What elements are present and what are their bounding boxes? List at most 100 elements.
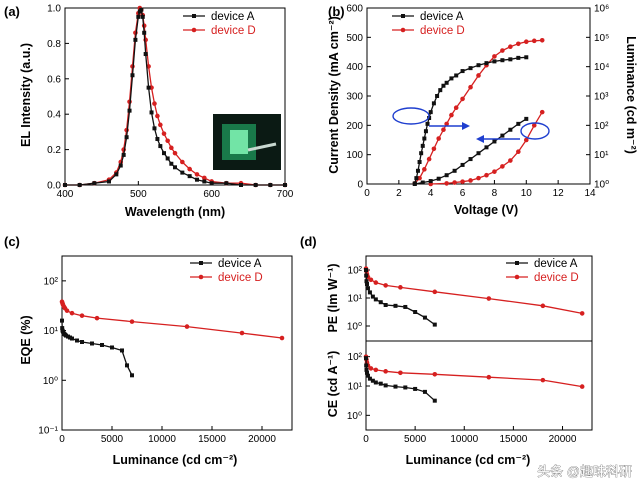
panel-b-jv-device-d-point bbox=[453, 105, 459, 111]
panel-d-ce-device-a-point bbox=[364, 370, 369, 375]
panel-a-device-a-point bbox=[165, 156, 170, 161]
panel-b-ytick-label: 100 bbox=[346, 150, 363, 161]
panel-b-lv-device-a-point bbox=[516, 121, 521, 126]
panel-d-pe-device-a-point bbox=[393, 303, 398, 308]
panel-b-lv-device-a-point bbox=[500, 133, 505, 138]
panel-b-lv-device-a-point bbox=[524, 116, 529, 121]
panel-a-legend-label-d: device D bbox=[211, 25, 256, 37]
panel-b-right-ytick-label: 10⁴ bbox=[594, 62, 609, 73]
panel-c-ytick-label: 10⁻¹ bbox=[38, 426, 58, 437]
panel-d-ce-device-d-point bbox=[373, 367, 379, 373]
panel-d-pe-device-d-point bbox=[540, 303, 546, 309]
panel-a-device-d-point bbox=[161, 131, 167, 136]
panel-label-c: (c) bbox=[4, 234, 20, 249]
panel-b-jv-device-a-point bbox=[414, 176, 419, 181]
panel-b-jv-device-d-point bbox=[516, 41, 521, 47]
panel-a-device-a-point bbox=[224, 181, 229, 186]
panel-b-jv-device-d-point bbox=[436, 136, 441, 141]
panel-b-jv-device-a-point bbox=[420, 143, 425, 148]
panel-d-ce-device-d-point bbox=[368, 366, 374, 371]
panel-b-jv-device-d-point bbox=[523, 39, 529, 45]
panel-b-jv-device-a-point bbox=[449, 76, 454, 81]
panel-b-jv-device-d-point bbox=[476, 73, 481, 78]
panel-d-ce-device-d-point bbox=[398, 370, 403, 376]
panel-b-frame bbox=[366, 7, 591, 185]
panel-a-device-a-point bbox=[253, 183, 258, 187]
panel-b-xtick-label: 4 bbox=[428, 188, 434, 199]
panel-c-device-d-line bbox=[61, 301, 283, 339]
panel-a-device-a-point bbox=[187, 174, 192, 179]
panel-a-device-d-point bbox=[158, 122, 163, 128]
panel-d-pe-device-a-point bbox=[364, 273, 369, 278]
panel-a-device-a-point bbox=[92, 181, 97, 186]
panel-a-ytick-label: 0.4 bbox=[47, 110, 61, 121]
panel-b-lv-device-a-point bbox=[428, 179, 433, 184]
panel-a-device-d-point bbox=[187, 166, 192, 172]
panel-label-a: (a) bbox=[4, 4, 20, 19]
panel-a-xtick-label: 500 bbox=[130, 189, 147, 200]
panel-a-device-a-point bbox=[121, 152, 126, 157]
panel-c-device-a-point bbox=[130, 373, 134, 378]
panel-c-device-d-point bbox=[129, 319, 135, 324]
panel-b-jv-device-d-line bbox=[414, 39, 543, 184]
panel-a-device-a-point bbox=[239, 183, 243, 187]
panel-a-device-a-point bbox=[158, 144, 163, 149]
panel-d-ce-ylabel: CE (cd A⁻¹) bbox=[326, 351, 340, 418]
panel-a-xtick-label: 400 bbox=[57, 189, 74, 200]
panel-b-xtick-label: 10 bbox=[521, 188, 533, 199]
panel-b-lv-device-d-point bbox=[460, 179, 465, 184]
panel-c-frame bbox=[61, 255, 293, 431]
panel-d-xtick-label: 0 bbox=[363, 434, 369, 445]
panel-a-device-a-point bbox=[142, 30, 147, 35]
panel-b-lv-device-a-point bbox=[468, 157, 473, 162]
panel-b-lv-device-d-point bbox=[516, 149, 521, 155]
panel-d-pe-device-a-point bbox=[370, 294, 375, 299]
panel-d-ce-device-a-point bbox=[364, 356, 368, 361]
panel-b-lv-device-a-point bbox=[460, 162, 465, 167]
panel-b-lv-device-a-point bbox=[444, 173, 449, 178]
panel-b-jv-device-d-point bbox=[449, 112, 454, 118]
panel-d-xtick-label: 10000 bbox=[450, 434, 478, 445]
panel-a-frame bbox=[64, 7, 286, 186]
panel-a-device-a-point bbox=[149, 110, 154, 115]
panel-a-device-d-point bbox=[202, 175, 207, 181]
panel-d-ce-device-a-line bbox=[365, 358, 436, 402]
panel-a-ytick-label: 0.0 bbox=[47, 181, 61, 192]
panel-b-lv-device-a-point bbox=[420, 180, 425, 185]
panel-d-ce-device-a-point bbox=[378, 381, 383, 386]
panel-d-ce-device-a-point bbox=[364, 367, 369, 372]
panel-label-b: (b) bbox=[328, 4, 345, 19]
panel-a-device-a-point bbox=[139, 7, 144, 12]
panel-c-legend-marker-a bbox=[199, 261, 203, 265]
panel-d-ce-device-a-point bbox=[403, 385, 408, 390]
panel-a-device-a-point bbox=[130, 73, 135, 78]
panel-d-ce-device-a-point bbox=[393, 384, 398, 389]
panel-b-lv-device-d-point bbox=[523, 137, 529, 143]
panel-b-jv-device-a-point bbox=[431, 101, 436, 106]
panel-d-pe-device-a-point bbox=[367, 290, 372, 295]
inset-device-pixel bbox=[230, 130, 248, 154]
panel-c-legend-label-a: device A bbox=[218, 258, 262, 270]
panel-a-device-a-point bbox=[268, 183, 273, 187]
panel-b-right-ytick-label: 10³ bbox=[594, 92, 609, 103]
panel-d-pe-ylabel: PE (lm W⁻¹) bbox=[326, 263, 340, 332]
panel-d-ce-ytick-label: 10¹ bbox=[348, 382, 363, 393]
panel-c-device-a-point bbox=[90, 341, 94, 346]
panel-c-xtick-label: 0 bbox=[59, 434, 65, 445]
watermark: 头条 @趣味科研 bbox=[537, 464, 632, 479]
panel-b-legend-marker-a bbox=[401, 14, 405, 18]
panel-b-jv-device-d-point bbox=[539, 37, 545, 43]
panel-b-jv-device-a-point bbox=[454, 73, 459, 78]
panel-a-xtick-label: 700 bbox=[277, 189, 294, 200]
panel-b-jv-device-a-point bbox=[438, 88, 443, 93]
panel-a-device-a-point bbox=[173, 165, 177, 170]
panel-b-lv-device-d-point bbox=[500, 164, 505, 169]
panel-a-device-a-point bbox=[152, 126, 157, 131]
panel-d-ce-device-a-point bbox=[432, 398, 437, 403]
panel-a-device-d-point bbox=[172, 150, 178, 156]
panel-b-lv-device-d-point bbox=[492, 169, 497, 174]
panel-a-device-a-point bbox=[209, 181, 214, 186]
panel-b-xtick-label: 12 bbox=[553, 188, 565, 199]
panel-b-ytick-label: 400 bbox=[346, 62, 363, 73]
panel-b-jv-device-d-point bbox=[431, 146, 437, 152]
